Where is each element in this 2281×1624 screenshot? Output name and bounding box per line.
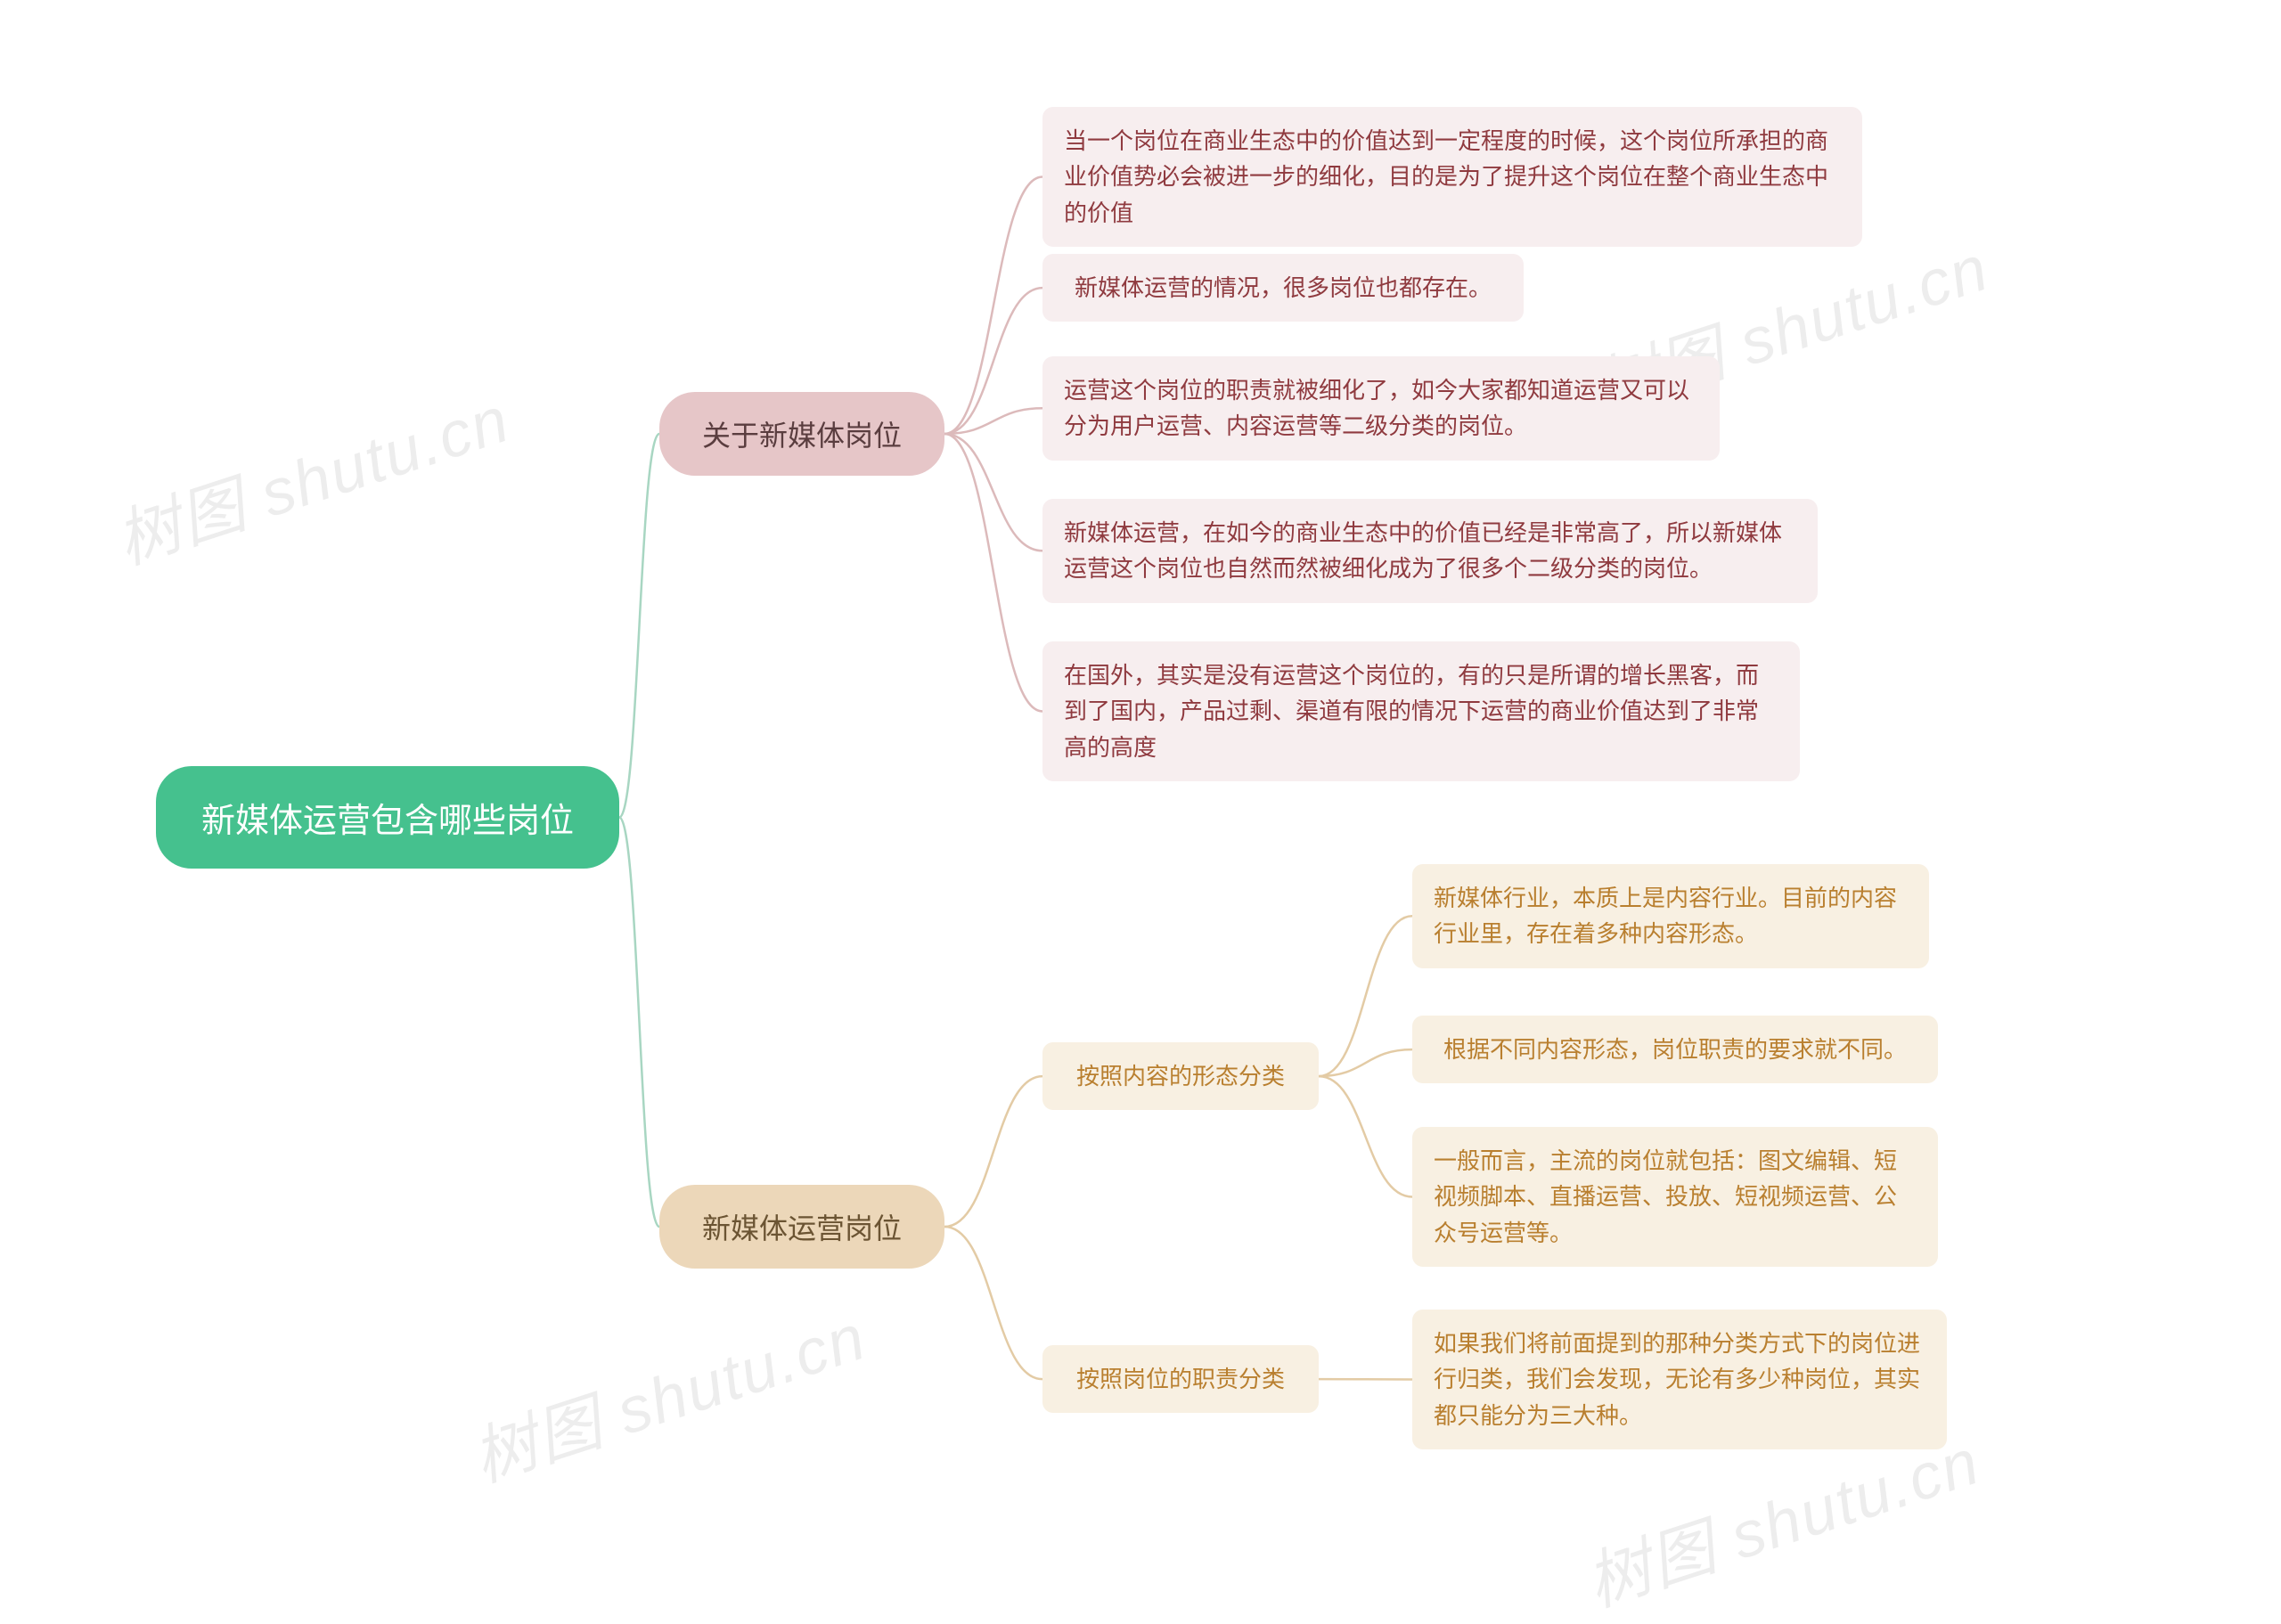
leaf-text: 一般而言，主流的岗位就包括：图文编辑、短视频脚本、直播运营、投放、短视频运营、公… — [1434, 1143, 1917, 1251]
branch-label: 新媒体运营岗位 — [702, 1206, 902, 1247]
leaf-text: 新媒体行业，本质上是内容行业。目前的内容行业里，存在着多种内容形态。 — [1434, 880, 1908, 952]
leaf-text: 新媒体运营的情况，很多岗位也都存在。 — [1075, 270, 1492, 306]
leaf-node[interactable]: 如果我们将前面提到的那种分类方式下的岗位进行归类，我们会发现，无论有多少种岗位，… — [1412, 1310, 1947, 1449]
leaf-node[interactable]: 一般而言，主流的岗位就包括：图文编辑、短视频脚本、直播运营、投放、短视频运营、公… — [1412, 1127, 1938, 1267]
leaf-text: 如果我们将前面提到的那种分类方式下的岗位进行归类，我们会发现，无论有多少种岗位，… — [1434, 1326, 1925, 1433]
leaf-text: 在国外，其实是没有运营这个岗位的，有的只是所谓的增长黑客，而到了国内，产品过剩、… — [1064, 657, 1778, 765]
leaf-node[interactable]: 当一个岗位在商业生态中的价值达到一定程度的时候，这个岗位所承担的商业价值势必会被… — [1042, 107, 1862, 247]
branch-about-positions[interactable]: 关于新媒体岗位 — [659, 392, 944, 476]
watermark: 树图 shutu.cn — [459, 1285, 876, 1499]
leaf-node[interactable]: 运营这个岗位的职责就被细化了，如今大家都知道运营又可以分为用户运营、内容运营等二… — [1042, 356, 1720, 461]
watermark: 树图 shutu.cn — [102, 367, 519, 582]
leaf-text: 当一个岗位在商业生态中的价值达到一定程度的时候，这个岗位所承担的商业价值势必会被… — [1064, 123, 1841, 231]
leaf-text: 运营这个岗位的职责就被细化了，如今大家都知道运营又可以分为用户运营、内容运营等二… — [1064, 372, 1698, 445]
branch-operation-positions[interactable]: 新媒体运营岗位 — [659, 1185, 944, 1269]
leaf-text: 根据不同内容形态，岗位职责的要求就不同。 — [1443, 1032, 1907, 1067]
leaf-text: 新媒体运营，在如今的商业生态中的价值已经是非常高了，所以新媒体运营这个岗位也自然… — [1064, 515, 1796, 587]
sub-label: 按照内容的形态分类 — [1076, 1058, 1285, 1094]
leaf-node[interactable]: 新媒体行业，本质上是内容行业。目前的内容行业里，存在着多种内容形态。 — [1412, 864, 1929, 968]
leaf-node[interactable]: 新媒体运营的情况，很多岗位也都存在。 — [1042, 254, 1524, 322]
leaf-node[interactable]: 根据不同内容形态，岗位职责的要求就不同。 — [1412, 1016, 1938, 1083]
subbranch-by-content-form[interactable]: 按照内容的形态分类 — [1042, 1042, 1319, 1110]
branch-label: 关于新媒体岗位 — [702, 413, 902, 454]
sub-label: 按照岗位的职责分类 — [1076, 1361, 1285, 1397]
root-node[interactable]: 新媒体运营包含哪些岗位 — [156, 766, 619, 869]
root-label: 新媒体运营包含哪些岗位 — [201, 793, 574, 842]
leaf-node[interactable]: 在国外，其实是没有运营这个岗位的，有的只是所谓的增长黑客，而到了国内，产品过剩、… — [1042, 641, 1800, 781]
leaf-node[interactable]: 新媒体运营，在如今的商业生态中的价值已经是非常高了，所以新媒体运营这个岗位也自然… — [1042, 499, 1818, 603]
subbranch-by-duty[interactable]: 按照岗位的职责分类 — [1042, 1345, 1319, 1413]
mindmap-canvas: 树图 shutu.cn 树图 shutu.cn 树图 shutu.cn 树图 s… — [0, 0, 2281, 1620]
